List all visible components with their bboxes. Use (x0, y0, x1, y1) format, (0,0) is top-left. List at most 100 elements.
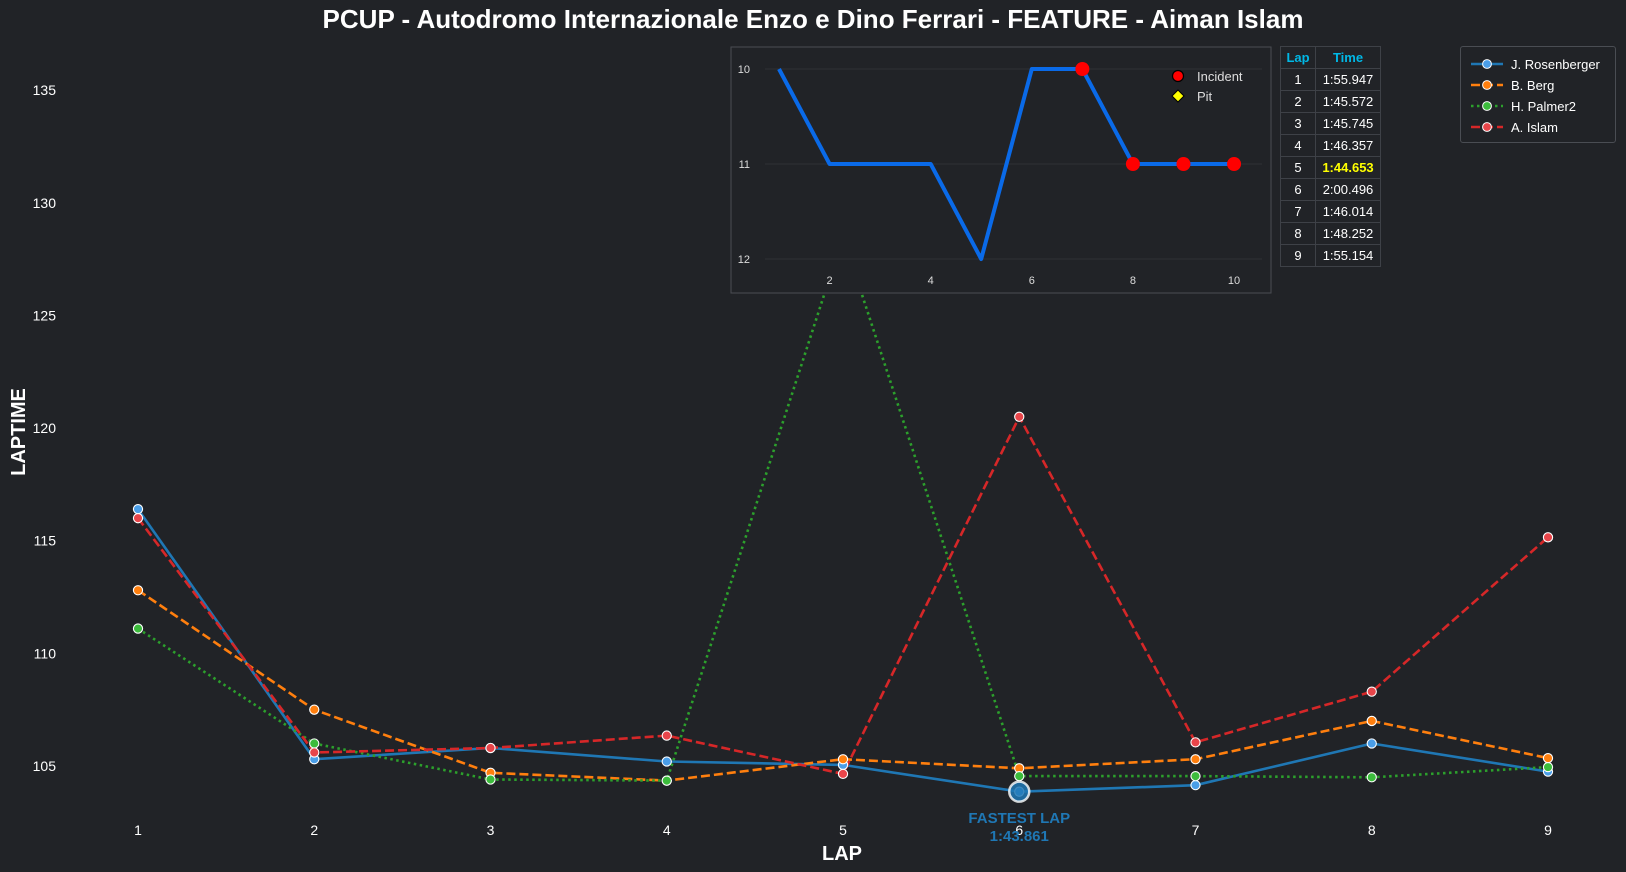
incident-marker (1176, 157, 1191, 171)
chart-title: PCUP - Autodromo Internazionale Enzo e D… (322, 4, 1304, 34)
legend-label: H. Palmer2 (1511, 98, 1577, 114)
data-point (1190, 780, 1201, 791)
legend-marker (1482, 122, 1492, 132)
x-axis-label: LAP (822, 843, 862, 865)
inset-x-tick-label: 8 (1130, 275, 1136, 287)
inset-x-tick-label: 2 (826, 275, 832, 287)
data-point (132, 504, 144, 515)
table-row: 3 1:45.745 (1280, 112, 1381, 135)
incident-marker (1125, 157, 1140, 171)
inset-x-tick-label: 10 (1228, 275, 1240, 287)
legend-marker (1482, 101, 1492, 111)
data-point (485, 774, 496, 785)
incident-legend-marker (1171, 69, 1185, 83)
legend-item: H. Palmer2 (1471, 96, 1576, 116)
fastest-lap-marker (1008, 780, 1031, 803)
series-line-2 (137, 235, 1549, 782)
table-row: 5 1:44.653 (1280, 156, 1381, 179)
data-point (1542, 752, 1554, 764)
data-point (309, 738, 320, 749)
lap-time-cell: 1:45.572 (1315, 90, 1381, 113)
lap-time-table: Lap Time 1 1:55.947 2 1:45.572 3 1:45.745 4 1:4… (1280, 46, 1381, 267)
y-tick-label: 135 (33, 82, 57, 98)
y-tick-label: 130 (33, 195, 57, 211)
data-point (661, 775, 672, 786)
legend-label: B. Berg (1511, 77, 1555, 93)
data-point (485, 742, 496, 754)
series-legend: J. Rosenberger B. Berg H. Palmer2 A. Islam (1460, 46, 1616, 143)
time-column-header: Time (1315, 46, 1381, 69)
lap-time-cell: 1:46.014 (1315, 200, 1381, 223)
lap-number-cell: 8 (1280, 222, 1316, 245)
data-point (837, 768, 849, 780)
incident-marker (1075, 62, 1090, 76)
lap-number-cell: 4 (1280, 134, 1316, 157)
data-point (837, 754, 849, 765)
inset-y-tick-label: 12 (738, 254, 750, 266)
legend-marker (1482, 80, 1492, 90)
data-point (1190, 754, 1201, 765)
data-point (309, 704, 320, 715)
table-row: 8 1:48.252 (1280, 222, 1381, 245)
incident-legend-label: Incident (1197, 69, 1243, 84)
x-tick-label: 3 (487, 822, 495, 838)
lap-column-header: Lap (1280, 46, 1316, 69)
position-line (777, 67, 1234, 261)
legend-swatch (1471, 80, 1503, 90)
pit-legend-label: Pit (1197, 89, 1213, 104)
legend-item: A. Islam (1471, 117, 1558, 137)
data-point (132, 513, 144, 524)
lap-time-cell: 1:48.252 (1315, 222, 1381, 245)
lap-time-cell: 1:44.653 (1315, 156, 1381, 179)
data-point (132, 623, 144, 634)
legend-label: A. Islam (1511, 119, 1558, 135)
data-point (1190, 737, 1201, 748)
inset-x-tick-label: 6 (1029, 275, 1035, 287)
lap-table-header-row: Lap Time (1280, 46, 1381, 69)
table-row: 1 1:55.947 (1280, 68, 1381, 91)
x-tick-label: 8 (1368, 822, 1376, 838)
data-point (661, 756, 672, 767)
lap-number-cell: 2 (1280, 90, 1316, 113)
lap-time-cell: 2:00.496 (1315, 178, 1381, 201)
lap-number-cell: 9 (1280, 244, 1316, 267)
y-tick-label: 125 (33, 307, 57, 323)
table-row: 2 1:45.572 (1280, 90, 1381, 113)
lap-number-cell: 1 (1280, 68, 1316, 91)
data-point (661, 730, 672, 741)
data-point (309, 747, 320, 758)
series-line-0 (136, 508, 1549, 794)
lap-time-cell: 1:55.947 (1315, 68, 1381, 91)
y-tick-label: 105 (33, 758, 57, 774)
lap-time-cell: 1:55.154 (1315, 244, 1381, 267)
lap-number-cell: 6 (1280, 178, 1316, 201)
data-point (132, 585, 144, 596)
data-point (1542, 761, 1554, 773)
data-point (1366, 738, 1377, 749)
x-tick-label: 9 (1544, 822, 1552, 838)
lap-number-cell: 7 (1280, 200, 1316, 223)
pit-legend-marker (1171, 89, 1185, 103)
incident-marker (1227, 157, 1242, 171)
x-tick-label: 7 (1192, 822, 1200, 838)
lap-time-cell: 1:46.357 (1315, 134, 1381, 157)
data-point (1366, 686, 1377, 697)
x-tick-label: 6 (1015, 822, 1023, 838)
series-line-3 (136, 415, 1549, 776)
legend-swatch (1471, 101, 1503, 111)
table-row: 4 1:46.357 (1280, 134, 1381, 157)
y-tick-label: 110 (34, 645, 57, 661)
legend-label: J. Rosenberger (1511, 56, 1600, 72)
fastest-lap-time: 1:43.861 (990, 828, 1049, 845)
lap-number-cell: 5 (1280, 156, 1316, 179)
inset-x-tick-label: 4 (928, 275, 934, 287)
table-row: 6 2:00.496 (1280, 178, 1381, 201)
inset-y-tick-label: 11 (739, 159, 750, 171)
data-point (1366, 772, 1377, 783)
x-tick-label: 1 (134, 822, 142, 838)
legend-swatch (1471, 122, 1503, 132)
x-tick-label: 2 (310, 822, 318, 838)
lap-time-cell: 1:45.745 (1315, 112, 1381, 135)
inset-panel (730, 46, 1272, 294)
legend-item: J. Rosenberger (1471, 54, 1600, 74)
